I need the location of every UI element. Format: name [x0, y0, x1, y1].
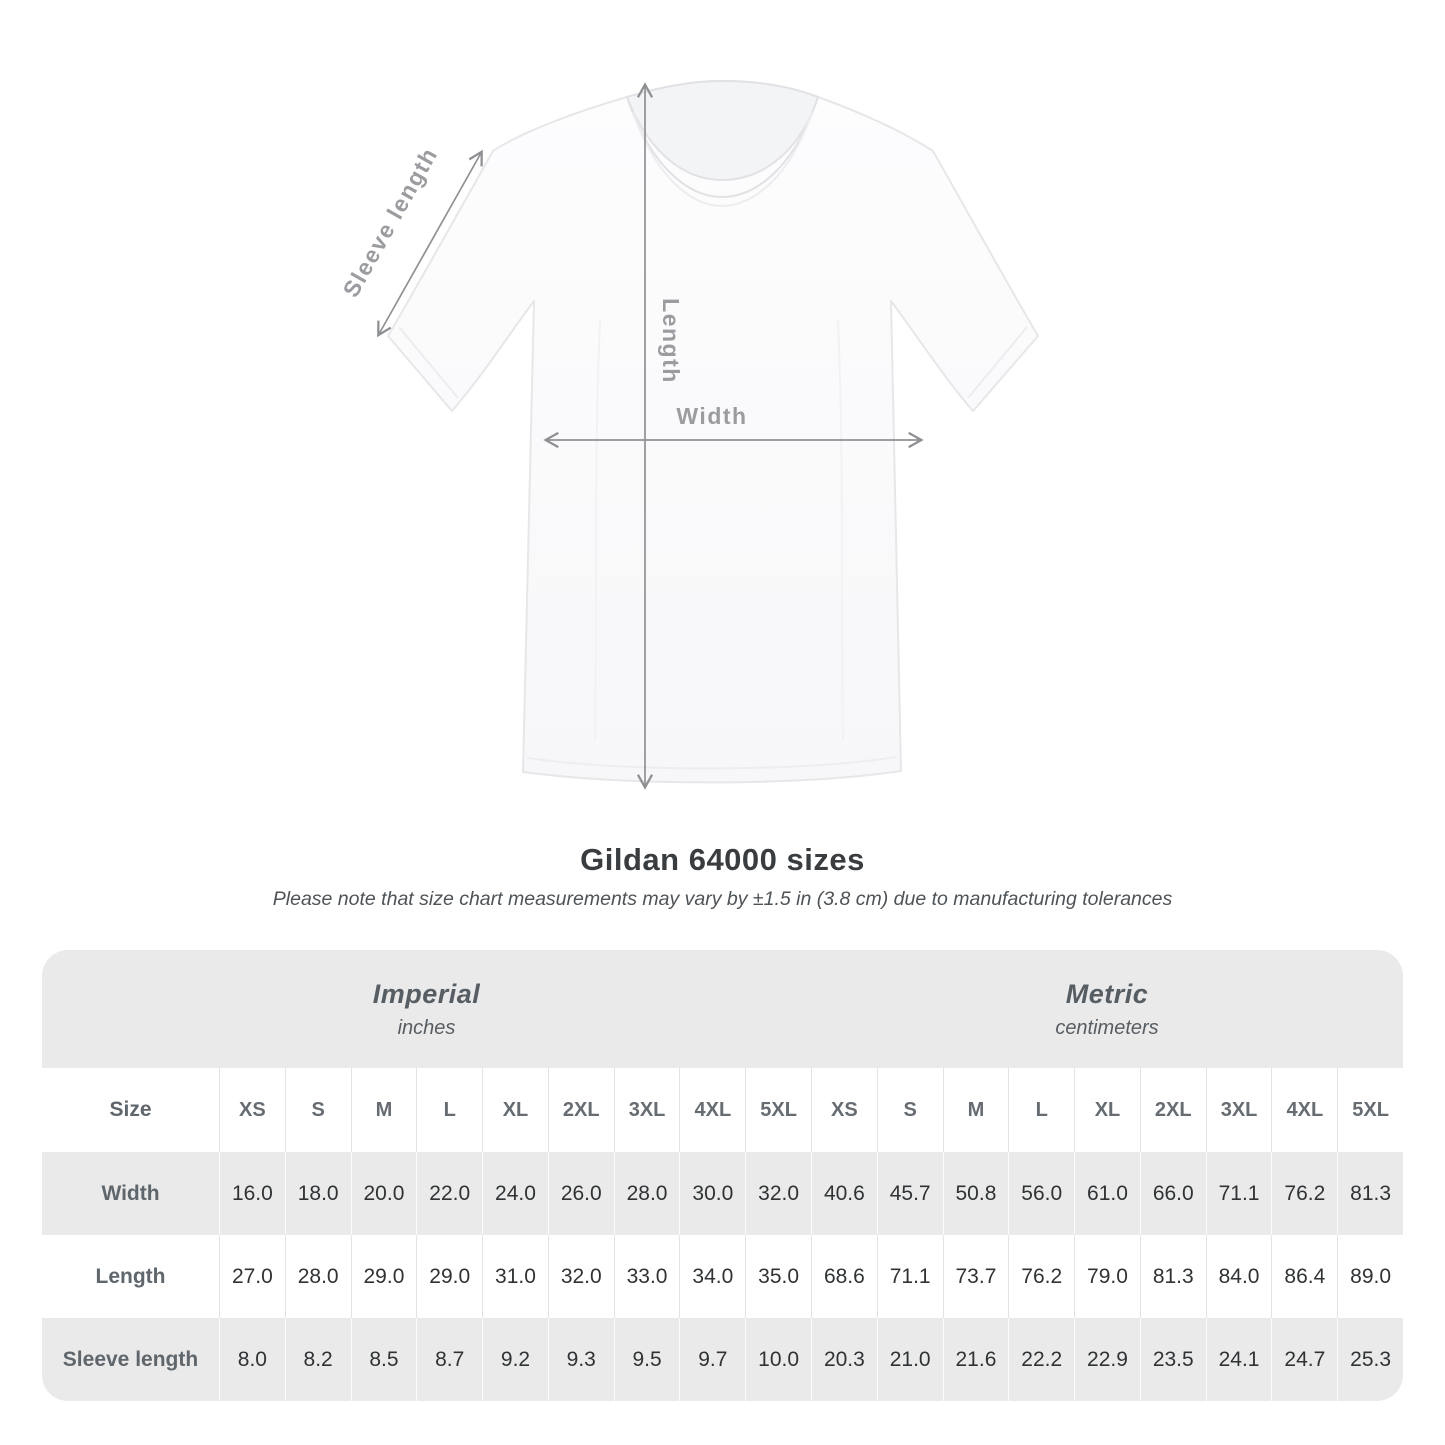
measurement-value-cell: 8.0: [219, 1318, 285, 1401]
measurement-value-cell: 40.6: [811, 1152, 877, 1235]
size-column-header: M: [942, 1068, 1009, 1152]
size-column-header: 3XL: [1205, 1068, 1272, 1152]
measurement-value-cell: 81.3: [1139, 1235, 1206, 1318]
measurement-value-cell: 61.0: [1074, 1152, 1140, 1235]
size-column-header: 4XL: [1271, 1068, 1337, 1152]
measurement-value-cell: 10.0: [745, 1318, 811, 1401]
measurement-value-cell: 24.7: [1271, 1318, 1337, 1401]
size-column-header: 5XL: [745, 1068, 811, 1152]
measurement-value-cell: 33.0: [613, 1235, 680, 1318]
row-label-sleeve-length: Sleeve length: [62, 1347, 199, 1371]
measurement-value-cell: 26.0: [547, 1152, 614, 1235]
size-column-header: XS: [811, 1068, 877, 1152]
measurement-value-cell: 8.5: [350, 1318, 417, 1401]
measurement-value-cell: 86.4: [1271, 1235, 1337, 1318]
size-column-header: 3XL: [613, 1068, 680, 1152]
measurement-value-cell: 21.6: [942, 1318, 1009, 1401]
measurement-value-cell: 8.2: [284, 1318, 351, 1401]
size-column-header: XL: [1074, 1068, 1140, 1152]
measurement-value-cell: 31.0: [482, 1235, 548, 1318]
size-table: Imperial inches Metric centimeters Size …: [42, 950, 1403, 1401]
measurement-value-cell: 18.0: [284, 1152, 351, 1235]
measurement-value-cell: 25.3: [1337, 1318, 1403, 1401]
size-column-header: XL: [482, 1068, 548, 1152]
size-column-header: 2XL: [1139, 1068, 1206, 1152]
measurement-value-cell: 73.7: [942, 1235, 1009, 1318]
measurement-value-cell: 20.3: [811, 1318, 877, 1401]
size-column-header: S: [284, 1068, 351, 1152]
size-column-header: 2XL: [547, 1068, 614, 1152]
size-column-header: L: [416, 1068, 482, 1152]
measurement-value-cell: 28.0: [284, 1235, 351, 1318]
imperial-unit-label: inches: [397, 1016, 456, 1039]
measurement-value-cell: 34.0: [679, 1235, 745, 1318]
measurement-value-cell: 28.0: [613, 1152, 680, 1235]
measurement-value-cell: 84.0: [1205, 1235, 1272, 1318]
imperial-unit-header: Imperial inches: [42, 950, 811, 1068]
measurement-value-cell: 9.7: [679, 1318, 745, 1401]
metric-label: Metric: [1065, 978, 1149, 1009]
measurement-value-cell: 16.0: [219, 1152, 285, 1235]
size-column-header: 5XL: [1337, 1068, 1403, 1152]
size-chart-title: Gildan 64000 sizes: [580, 842, 865, 877]
measurement-value-cell: 81.3: [1337, 1152, 1403, 1235]
imperial-label: Imperial: [372, 978, 481, 1009]
tolerance-note: Please note that size chart measurements…: [272, 888, 1173, 910]
measurement-value-cell: 9.3: [547, 1318, 614, 1401]
measurement-value-cell: 32.0: [547, 1235, 614, 1318]
sleeve-length-arrow: [377, 149, 483, 338]
measurement-value-cell: 24.1: [1205, 1318, 1272, 1401]
unit-header-row: Imperial inches Metric centimeters: [42, 950, 1403, 1068]
measurement-value-cell: 27.0: [219, 1235, 285, 1318]
measurement-value-cell: 66.0: [1139, 1152, 1206, 1235]
title-block: Gildan 64000 sizes Please note that size…: [0, 842, 1445, 911]
measurement-value-cell: 20.0: [350, 1152, 417, 1235]
measurement-value-cell: 35.0: [745, 1235, 811, 1318]
measurement-value-cell: 9.2: [482, 1318, 548, 1401]
size-column-header: 4XL: [679, 1068, 745, 1152]
measurement-value-cell: 50.8: [942, 1152, 1009, 1235]
measurement-value-cell: 22.9: [1074, 1318, 1140, 1401]
measurement-value-cell: 30.0: [679, 1152, 745, 1235]
measurement-value-cell: 22.2: [1008, 1318, 1074, 1401]
measurement-value-cell: 68.6: [811, 1235, 877, 1318]
measurement-value-cell: 76.2: [1008, 1235, 1074, 1318]
width-label: Width: [676, 403, 747, 429]
measurement-value-cell: 22.0: [416, 1152, 482, 1235]
tshirt-graphic: [387, 79, 1039, 784]
size-column-header: XS: [219, 1068, 285, 1152]
measurement-value-cell: 45.7: [876, 1152, 943, 1235]
measurement-value-cell: 8.7: [416, 1318, 482, 1401]
row-label-length: Length: [95, 1264, 166, 1288]
table-row-length: Length 27.0 28.0 29.0 29.0 31.0 32.0 33.0 34.0 3…: [42, 1235, 1403, 1318]
measurement-value-cell: 56.0: [1008, 1152, 1074, 1235]
measurement-value-cell: 29.0: [416, 1235, 482, 1318]
tshirt-diagram: Length Width Sleeve length: [337, 79, 1039, 790]
measurement-value-cell: 79.0: [1074, 1235, 1140, 1318]
measurement-value-cell: 9.5: [613, 1318, 680, 1401]
measurement-value-cell: 24.0: [482, 1152, 548, 1235]
measurement-value-cell: 29.0: [350, 1235, 417, 1318]
measurement-value-cell: 32.0: [745, 1152, 811, 1235]
measurement-value-cell: 89.0: [1337, 1235, 1403, 1318]
size-column-header: M: [350, 1068, 417, 1152]
row-label-width: Width: [101, 1181, 160, 1205]
tshirt-diagram-svg: Length Width Sleeve length: [337, 79, 1039, 790]
length-label: Length: [658, 298, 684, 384]
size-column-header: S: [876, 1068, 943, 1152]
size-header-row: Size XS S M L XL 2XL 3XL 4XL 5XL XS S M L XL 2XL 3XL 4XL…: [42, 1068, 1403, 1152]
measurement-value-cell: 23.5: [1139, 1318, 1206, 1401]
metric-unit-label: centimeters: [1055, 1016, 1159, 1039]
table-row-width: Width 16.0 18.0 20.0 22.0 24.0 26.0 28.0 30.0 32…: [42, 1152, 1403, 1235]
measurement-value-cell: 76.2: [1271, 1152, 1337, 1235]
metric-unit-header: Metric centimeters: [811, 950, 1403, 1068]
measurement-value-cell: 71.1: [876, 1235, 943, 1318]
size-column-header: L: [1008, 1068, 1074, 1152]
size-header-label: Size: [109, 1098, 152, 1121]
measurement-value-cell: 71.1: [1205, 1152, 1272, 1235]
measurement-value-cell: 21.0: [876, 1318, 943, 1401]
measurement-arrows: [377, 82, 924, 790]
table-row-sleeve-length: Sleeve length 8.0 8.2 8.5 8.7 9.2 9.3 9.5 9.7 10…: [42, 1318, 1403, 1401]
